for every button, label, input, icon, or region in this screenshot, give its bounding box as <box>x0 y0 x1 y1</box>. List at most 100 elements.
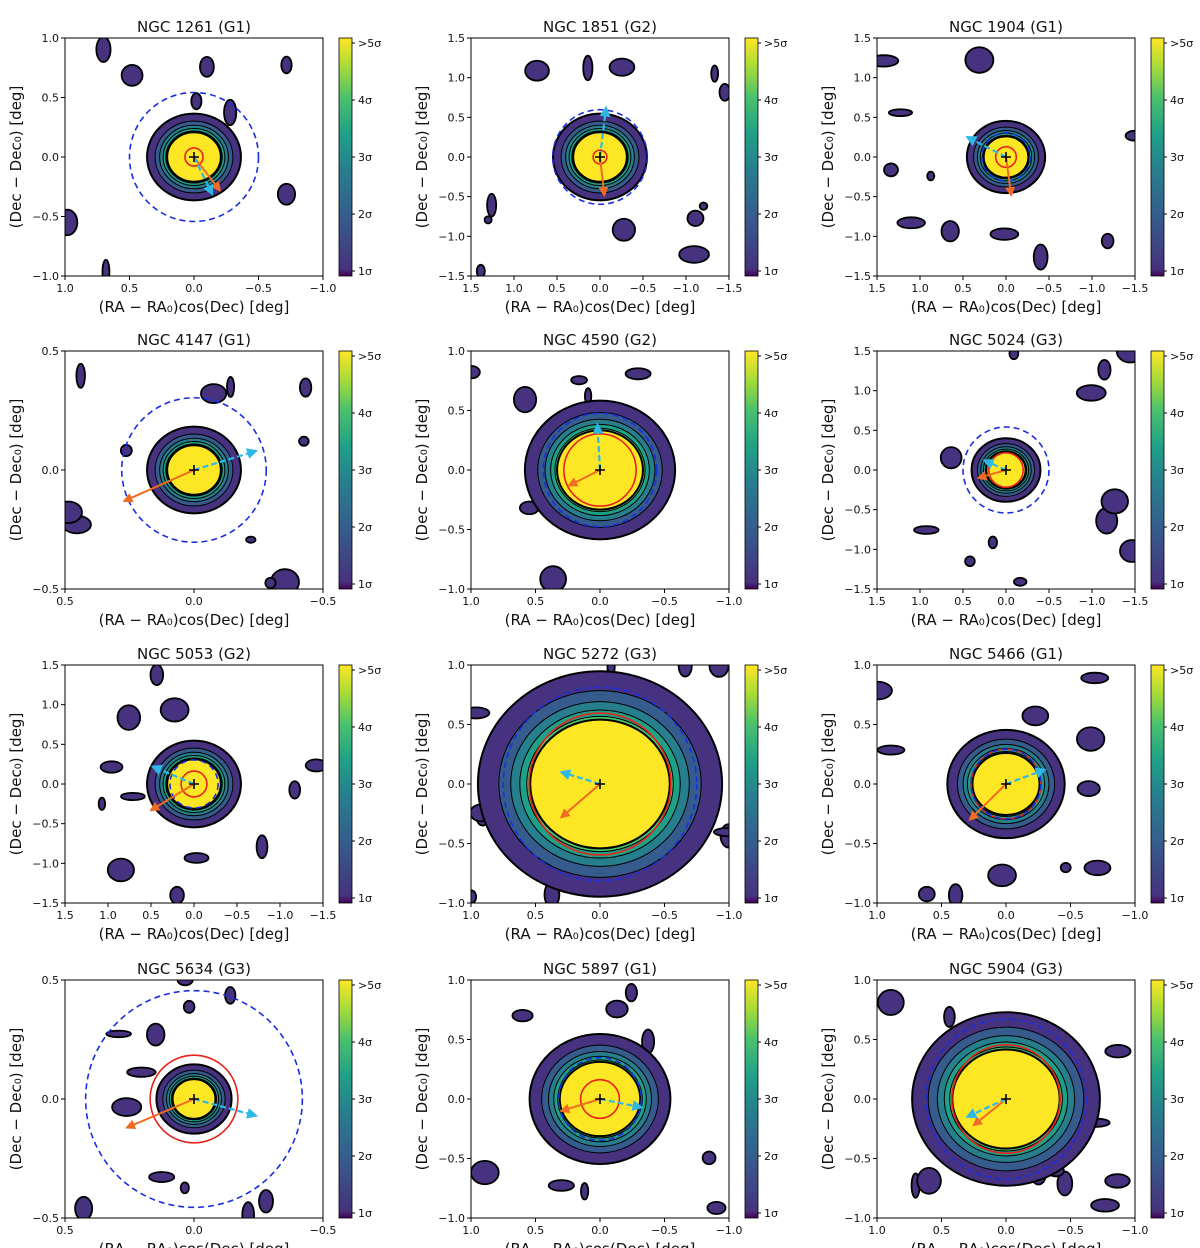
x-tick-label: 0.5 <box>527 909 545 922</box>
x-tick-label: 1.0 <box>462 595 480 608</box>
noise-contour <box>943 1005 956 1028</box>
cyan-arrow <box>598 105 611 158</box>
blue-dashed-circle <box>120 396 268 544</box>
chart-panel: NGC 5634 (G3) 0.5 0.0 −0.5 −0.5 0.0 0.5 (RA − R… <box>7 960 381 1248</box>
x-tick-label: −1.5 <box>1122 282 1149 295</box>
chart-panel: NGC 4590 (G2) 1.0 0.5 0.0 −0.5 −1.0 −1.0 −0.5 0.… <box>413 331 787 629</box>
y-tick-label: −0.5 <box>844 191 871 204</box>
orange-arrow <box>149 783 195 812</box>
noise-contour <box>75 362 86 389</box>
y-tick-label: −0.5 <box>438 1153 465 1166</box>
noise-contour <box>940 220 960 243</box>
y-tick-label: 1.0 <box>42 32 60 45</box>
colorbar-tick-label: 3σ <box>1170 151 1184 164</box>
noise-contour <box>877 680 893 701</box>
y-tick-label: 0.5 <box>42 974 60 987</box>
colorbar-tick-label: 2σ <box>358 835 372 848</box>
y-tick-label: −1.5 <box>438 270 465 283</box>
colorbar-tick-label: 3σ <box>764 1093 778 1106</box>
colorbar-tick-label: 2σ <box>764 835 778 848</box>
x-tick-label: 0.5 <box>954 282 972 295</box>
cyan-arrow <box>193 156 214 196</box>
colorbar-tick-label: 4σ <box>764 1036 778 1049</box>
orange-arrow <box>193 156 222 192</box>
colorbar-tick-label: 4σ <box>764 407 778 420</box>
y-tick-label: 1.0 <box>854 72 872 85</box>
x-tick-label: −0.5 <box>651 909 678 922</box>
colorbar-tick-label: 1σ <box>1170 265 1184 278</box>
y-tick-label: −0.5 <box>438 838 465 851</box>
center-marker <box>595 152 605 162</box>
panel-title: NGC 4590 (G2) <box>543 331 657 349</box>
blue-dashed-circle <box>128 91 260 223</box>
colorbar-tick-label: 1σ <box>764 265 778 278</box>
noise-contour <box>677 665 693 678</box>
chart-panel: NGC 5466 (G1) 1.0 0.5 0.0 −0.5 −1.0 −1.0 −0.5 0.… <box>819 645 1193 943</box>
colorbar-tick-label: >5σ <box>1170 37 1193 50</box>
colorbar-tick-label: 4σ <box>764 94 778 107</box>
noise-contour <box>947 883 964 903</box>
plot-area <box>471 980 729 1218</box>
colorbar-tick-label: 2σ <box>1170 208 1184 221</box>
noise-contour <box>146 1022 166 1047</box>
noise-contour <box>1100 232 1115 250</box>
y-axis-label: (Dec − Dec₀) [deg] <box>413 399 431 542</box>
chart-panel: NGC 5897 (G1) 1.0 0.5 0.0 −0.5 −1.0 −1.0 −0.5 0.… <box>413 960 787 1248</box>
noise-contour <box>513 385 538 414</box>
blue-dashed-circle <box>970 748 1042 820</box>
cyan-arrow <box>965 136 1007 158</box>
y-tick-label: 0.0 <box>448 778 466 791</box>
noise-contour <box>678 245 710 264</box>
x-tick-label: 0.0 <box>591 1224 609 1237</box>
blue-dashed-circle <box>557 1056 643 1142</box>
x-tick-label: −1.0 <box>267 909 294 922</box>
blue-dashed-circle <box>542 412 658 528</box>
x-tick-label: −1.0 <box>1079 282 1106 295</box>
red-radius-circle <box>184 147 204 167</box>
noise-contour <box>199 55 215 78</box>
y-tick-label: −1.5 <box>844 583 871 596</box>
noise-contour <box>511 1009 534 1023</box>
orange-arrow <box>559 1098 601 1114</box>
noise-contour <box>624 982 638 1003</box>
red-radius-circle <box>528 712 672 856</box>
colorbar-tick-label: 1σ <box>764 892 778 905</box>
cyan-arrow <box>559 769 601 786</box>
colorbar <box>338 37 353 277</box>
red-radius-circle <box>563 433 637 507</box>
x-tick-label: 0.0 <box>997 909 1015 922</box>
center-marker <box>189 779 199 789</box>
x-tick-label: −0.5 <box>1057 909 1084 922</box>
plot-area <box>471 38 729 276</box>
y-axis-label: (Dec − Dec₀) [deg] <box>7 1028 25 1171</box>
noise-contour <box>74 1195 94 1218</box>
x-axis-label: (RA − RA₀)cos(Dec) [deg] <box>911 611 1102 629</box>
y-tick-label: −0.5 <box>32 1212 59 1225</box>
chart-panel: NGC 5053 (G2) 1.5 1.0 0.5 0.0 −0.5 −1.0 −1.5 −1.… <box>7 645 381 943</box>
orange-arrow <box>972 1098 1007 1127</box>
noise-contour <box>1104 1173 1131 1189</box>
y-axis-label: (Dec − Dec₀) [deg] <box>413 713 431 856</box>
noise-contour <box>298 435 310 447</box>
x-tick-label: −1.5 <box>716 282 743 295</box>
panel-title: NGC 5904 (G3) <box>949 960 1063 978</box>
noise-contour <box>1090 1198 1120 1213</box>
y-tick-label: 0.5 <box>448 719 466 732</box>
y-tick-label: −0.5 <box>438 191 465 204</box>
noise-contour <box>877 54 900 68</box>
noise-contour <box>1076 726 1106 752</box>
colorbar-tick-label: 4σ <box>1170 1036 1184 1049</box>
noise-contour <box>718 82 729 102</box>
x-axis-label: (RA − RA₀)cos(Dec) [deg] <box>99 1240 290 1248</box>
x-tick-label: −1.0 <box>1079 595 1106 608</box>
noise-contour <box>1013 576 1028 587</box>
noise-contour <box>1104 1044 1132 1059</box>
x-tick-label: 0.0 <box>591 595 609 608</box>
x-axis-label: (RA − RA₀)cos(Dec) [deg] <box>505 925 696 943</box>
plot-area <box>877 980 1135 1218</box>
plot-area <box>65 980 323 1218</box>
noise-contour <box>989 227 1020 241</box>
x-axis-label: (RA − RA₀)cos(Dec) [deg] <box>505 298 696 316</box>
colorbar-tick-label: 2σ <box>1170 835 1184 848</box>
colorbar-tick-label: >5σ <box>358 350 381 363</box>
